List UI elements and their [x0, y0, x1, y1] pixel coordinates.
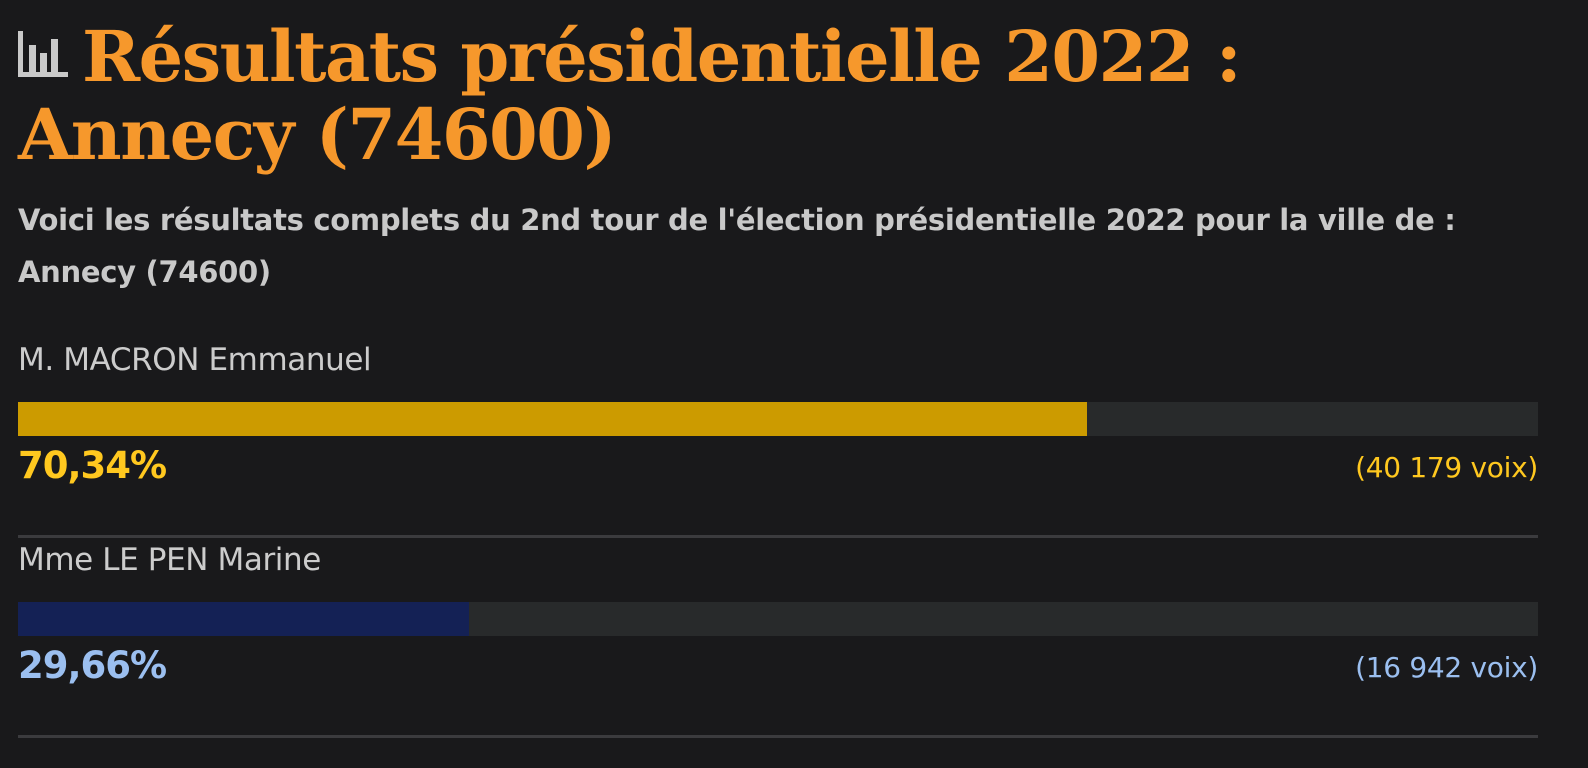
candidate-row: Mme LE PEN Marine 29,66% (16 942 voix) [18, 538, 1538, 738]
page-subtitle: Voici les résultats complets du 2nd tour… [18, 203, 1456, 289]
bar-chart-icon [18, 31, 68, 77]
candidate-row: M. MACRON Emmanuel 70,34% (40 179 voix) [18, 338, 1538, 538]
page-title: Résultats présidentielle 2022 : Annecy (… [18, 0, 1538, 174]
result-bar [18, 602, 469, 636]
bar-track [18, 402, 1538, 436]
candidate-name: Mme LE PEN Marine [18, 542, 321, 578]
percent-label: 29,66% [18, 644, 167, 687]
candidate-name: M. MACRON Emmanuel [18, 342, 372, 378]
bar-track [18, 602, 1538, 636]
page-title-text: Résultats présidentielle 2022 : Annecy (… [18, 15, 1242, 176]
votes-label: (40 179 voix) [1355, 451, 1538, 484]
results-page: Résultats présidentielle 2022 : Annecy (… [18, 0, 1538, 298]
votes-label: (16 942 voix) [1355, 651, 1538, 684]
result-bar [18, 402, 1088, 436]
results-list: M. MACRON Emmanuel 70,34% (40 179 voix) Mme… [18, 338, 1538, 738]
percent-label: 70,34% [18, 444, 167, 487]
